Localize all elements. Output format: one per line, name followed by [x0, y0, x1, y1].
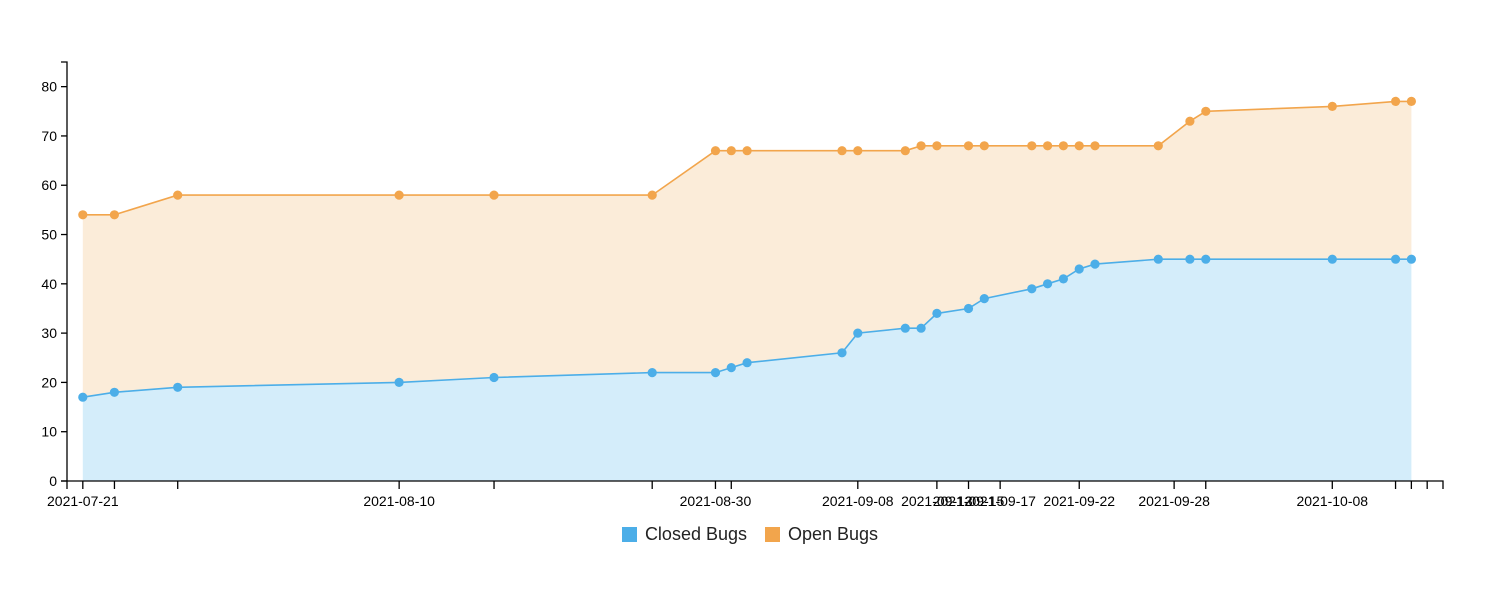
- legend-swatch-closed: [621, 527, 637, 542]
- closed-bugs-point: [726, 363, 736, 373]
- open-bugs-point: [647, 190, 657, 200]
- x-tick-label: 2021-10-08: [1296, 493, 1368, 509]
- legend-label-open: Open Bugs: [788, 524, 879, 544]
- closed-bugs-point: [837, 348, 847, 358]
- closed-bugs-point: [1406, 254, 1416, 264]
- closed-bugs-point: [710, 368, 721, 378]
- legend-item-open: Open Bugs: [765, 524, 878, 545]
- closed-bugs-point: [109, 387, 119, 397]
- open-bugs-point: [1185, 116, 1195, 126]
- open-bugs-point: [1027, 141, 1037, 151]
- y-tick-label: 80: [41, 79, 57, 95]
- closed-bugs-point: [963, 303, 974, 314]
- open-bugs-point: [963, 141, 974, 151]
- open-bugs-point: [173, 190, 183, 200]
- open-bugs-point: [710, 146, 721, 156]
- y-tick-label: 70: [41, 128, 57, 144]
- open-bugs-point: [1201, 106, 1211, 116]
- open-bugs-point: [1090, 141, 1100, 151]
- open-bugs-point: [1153, 141, 1163, 151]
- y-tick-label: 10: [41, 424, 57, 440]
- closed-bugs-point: [853, 328, 863, 338]
- open-bugs-point: [1058, 141, 1068, 151]
- open-bugs-point: [900, 146, 910, 156]
- open-bugs-point: [1327, 101, 1337, 111]
- open-bugs-point: [1043, 141, 1053, 151]
- closed-bugs-point: [900, 323, 910, 333]
- x-tick-label: 2021-09-17: [964, 493, 1036, 509]
- x-tick-label: 2021-09-22: [1043, 493, 1115, 509]
- open-bugs-point: [489, 190, 499, 200]
- x-tick-label: 2021-08-30: [680, 493, 752, 509]
- closed-bugs-point: [979, 294, 989, 304]
- open-bugs-point: [109, 210, 119, 220]
- x-tick-label: 2021-09-08: [822, 493, 894, 509]
- x-tick-label: 2021-09-15: [933, 493, 1005, 509]
- legend-swatch-open: [765, 527, 780, 542]
- open-bugs-point: [394, 190, 404, 200]
- x-tick-label: 2021-09-28: [1138, 493, 1210, 509]
- y-axis-line: [61, 61, 68, 482]
- closed-bugs-point: [1043, 279, 1053, 289]
- closed-bugs-point: [1201, 254, 1211, 264]
- closed-bugs-point: [647, 368, 657, 378]
- y-tick-label: 20: [41, 374, 57, 390]
- open-bugs-point: [1391, 96, 1401, 106]
- open-bugs-point: [853, 146, 863, 156]
- x-tick-label: 2021-07-21: [47, 493, 119, 509]
- closed-bugs-point: [78, 392, 88, 402]
- closed-bugs-point: [1027, 284, 1037, 294]
- open-bugs-point: [726, 146, 736, 156]
- legend-item-closed: Closed Bugs: [621, 524, 747, 545]
- y-tick-label: 60: [41, 177, 57, 193]
- x-tick-label: 2021-09-13: [901, 493, 973, 509]
- y-tick-label: 50: [41, 227, 57, 243]
- closed-bugs-point: [1153, 254, 1163, 264]
- y-tick-label: 30: [41, 325, 57, 341]
- y-tick-label: 40: [41, 276, 57, 292]
- closed-bugs-area: [82, 259, 1412, 481]
- closed-bugs-point: [394, 377, 404, 387]
- open-bugs-point: [1406, 96, 1416, 106]
- open-bugs-point: [837, 146, 847, 156]
- x-axis-line: [66, 480, 1444, 489]
- closed-bugs-point: [1074, 264, 1084, 274]
- open-bugs-point: [979, 141, 989, 151]
- legend: Closed Bugs Open Bugs: [0, 524, 1500, 545]
- closed-bugs-point: [932, 308, 942, 318]
- closed-bugs-point: [489, 372, 499, 383]
- open-bugs-point: [916, 141, 926, 151]
- open-bugs-point: [742, 146, 752, 156]
- closed-bugs-point: [742, 358, 752, 368]
- closed-bugs-point: [1391, 254, 1401, 264]
- closed-bugs-point: [173, 382, 183, 392]
- closed-bugs-point: [916, 323, 926, 333]
- closed-bugs-point: [1058, 274, 1068, 284]
- closed-bugs-point: [1090, 259, 1100, 269]
- x-tick-label: 2021-08-10: [363, 493, 435, 509]
- open-bugs-point: [78, 210, 88, 220]
- y-tick-label: 0: [49, 473, 57, 489]
- closed-bugs-point: [1327, 254, 1337, 264]
- legend-label-closed: Closed Bugs: [644, 524, 747, 544]
- closed-bugs-point: [1185, 254, 1195, 264]
- open-bugs-area: [82, 101, 1412, 398]
- open-bugs-point: [932, 141, 942, 151]
- open-bugs-point: [1074, 141, 1084, 151]
